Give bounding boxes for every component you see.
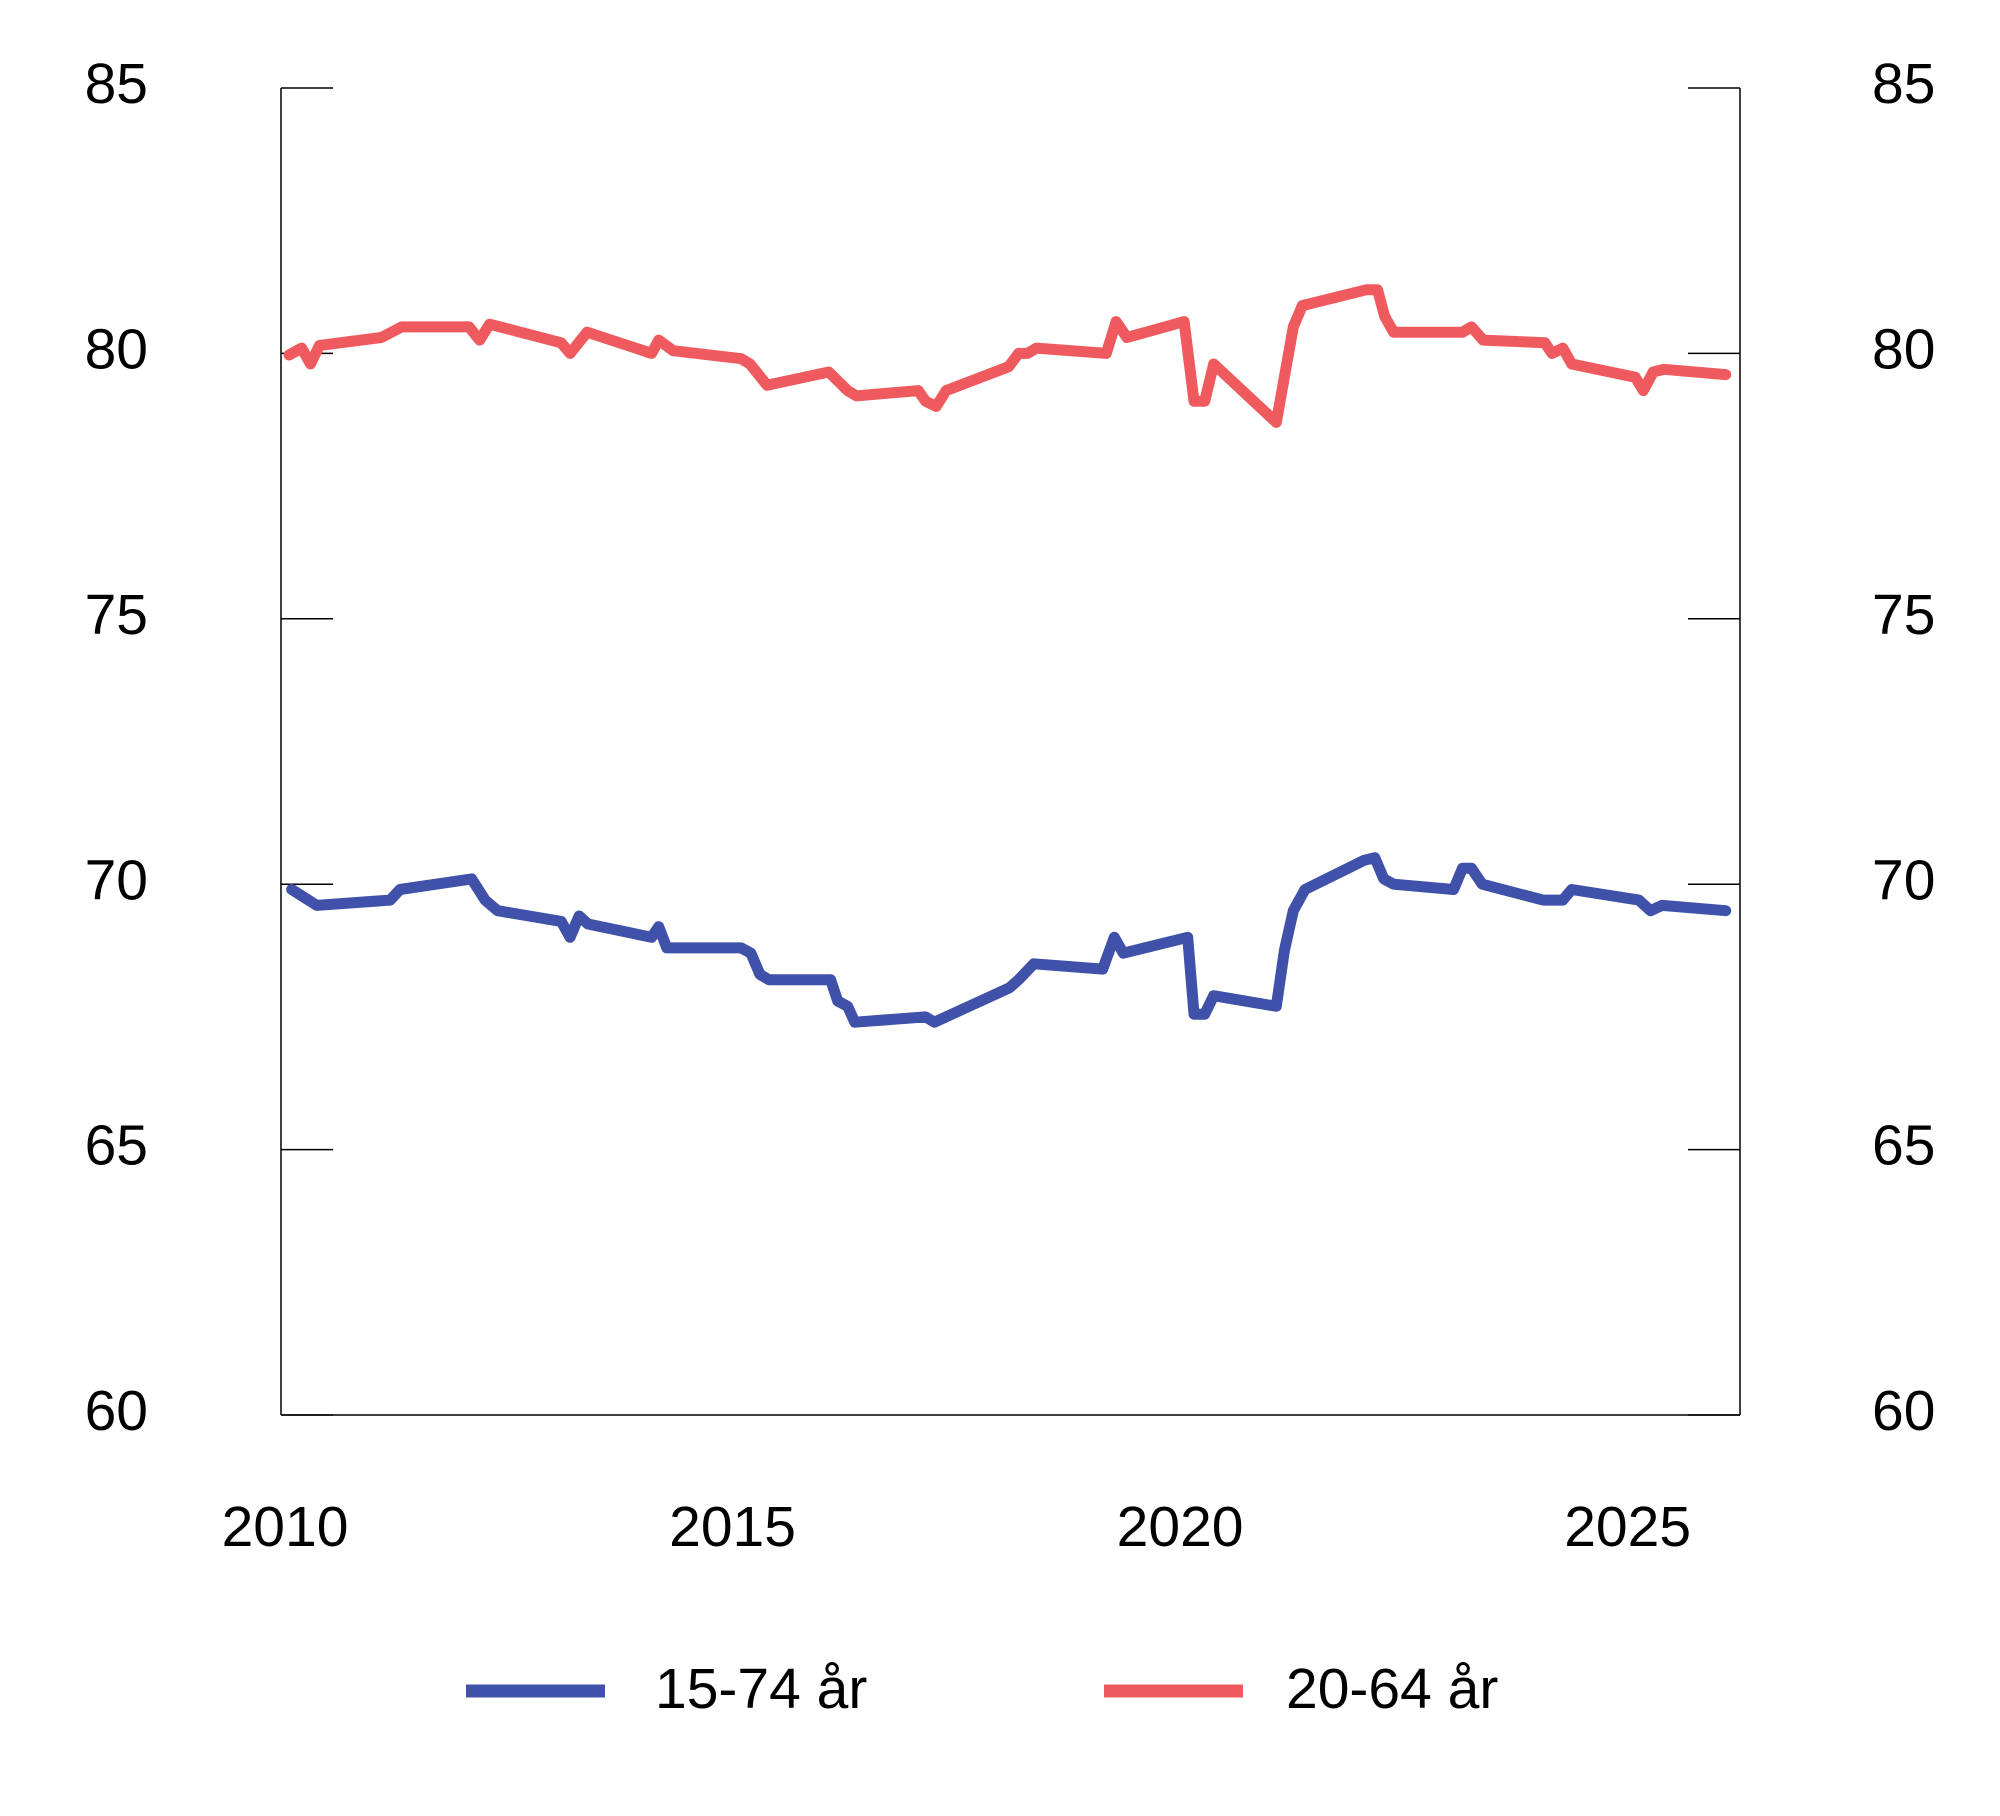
- y2-tick-label: 65: [1872, 1114, 1935, 1178]
- y-tick-label: 80: [85, 317, 148, 381]
- x-tick-label: 2015: [669, 1495, 796, 1559]
- y-tick-label: 85: [85, 52, 148, 116]
- y-tick-label: 60: [85, 1379, 148, 1443]
- y-tick-label: 65: [85, 1114, 148, 1178]
- legend-label: 15-74 år: [655, 1657, 867, 1721]
- y2-tick-label: 70: [1872, 848, 1935, 912]
- x-tick-label: 2025: [1564, 1495, 1691, 1559]
- y2-tick-label: 85: [1872, 52, 1935, 116]
- y2-tick-label: 80: [1872, 317, 1935, 381]
- legend-label: 20-64 år: [1286, 1657, 1498, 1721]
- series-line: [283, 284, 1732, 428]
- y-tick-label: 75: [85, 583, 148, 647]
- x-tick-label: 2020: [1117, 1495, 1244, 1559]
- y-tick-label: 70: [85, 848, 148, 912]
- y2-tick-label: 60: [1872, 1379, 1935, 1443]
- series-line: [286, 852, 1732, 1028]
- y2-tick-label: 75: [1872, 583, 1935, 647]
- x-tick-label: 2010: [222, 1495, 349, 1559]
